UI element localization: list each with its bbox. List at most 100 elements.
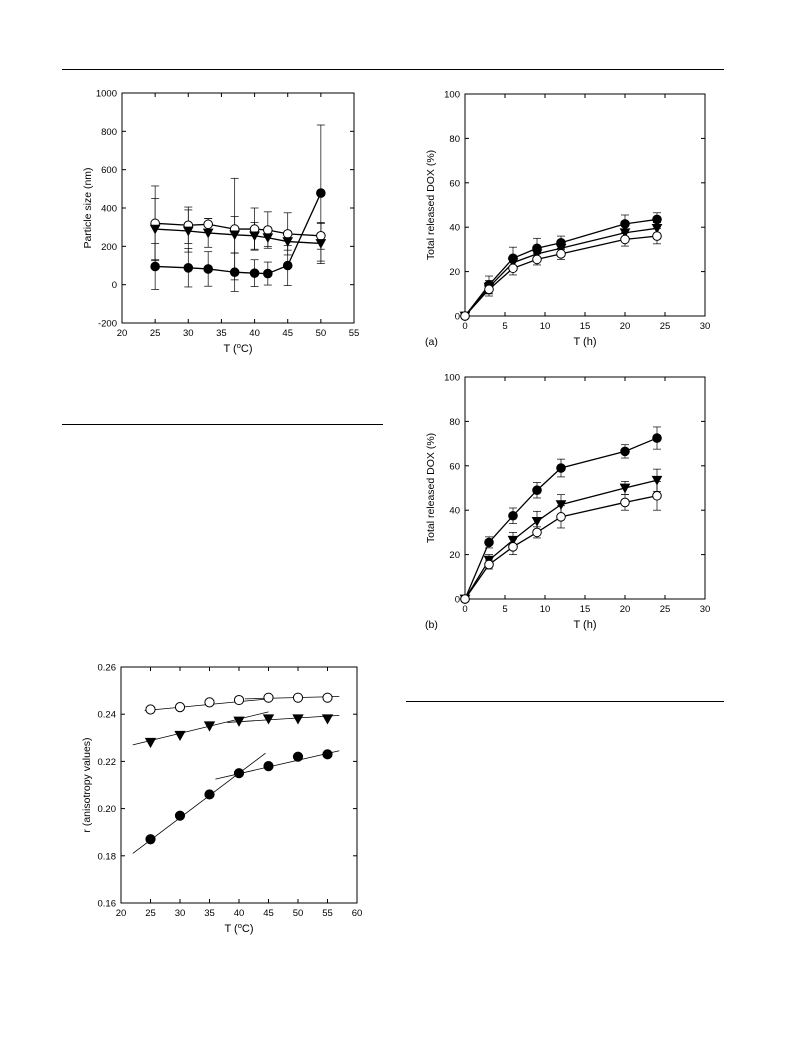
fit-line	[132, 752, 266, 854]
y-tick-label: 60	[449, 178, 460, 189]
data-point-open-circle	[174, 702, 186, 713]
release-chart-a: 0 5 10 15 20 25 30 0 20 40 60 80 100 T (h) Total relea…	[425, 90, 710, 349]
data-point-filled-circle	[508, 510, 518, 521]
y-tick-label: 20	[449, 550, 460, 561]
x-tick-label: 20	[117, 328, 128, 339]
data-point-filled-circle	[620, 219, 630, 229]
data-point-filled-circle	[316, 188, 326, 198]
left-column-rule	[62, 424, 383, 425]
y-tick-label: 0.22	[98, 757, 117, 768]
y-tick-label: 0.20	[98, 804, 117, 815]
x-tick-label: 40	[234, 908, 245, 919]
data-point-filled-triangle-down	[651, 223, 663, 234]
data-point-filled-triangle-down	[282, 237, 294, 247]
x-tick-label: 0	[462, 321, 467, 332]
data-point-filled-circle	[204, 789, 215, 800]
data-point-filled-triangle-down	[229, 230, 241, 241]
data-point-filled-triangle-down	[144, 737, 157, 749]
data-point-open-circle	[263, 692, 274, 703]
fit-line	[215, 750, 340, 780]
data-point-filled-triangle-down	[651, 475, 663, 486]
x-axis-label-tail: C)	[242, 923, 254, 935]
data-point-filled-triangle-down	[262, 233, 274, 244]
data-point-filled-circle	[620, 446, 630, 457]
fit-line	[227, 714, 340, 723]
data-point-filled-triangle-down	[531, 516, 543, 527]
data-point-filled-circle	[282, 260, 293, 271]
x-tick-label: 30	[175, 908, 186, 919]
right-column-rule	[406, 701, 724, 702]
x-tick-label: 25	[145, 908, 156, 919]
data-point-filled-circle	[532, 485, 542, 496]
x-axis-label: T (h)	[573, 619, 596, 631]
x-tick-label: 15	[580, 604, 591, 615]
data-point-filled-circle	[145, 834, 156, 845]
y-tick-label: 20	[449, 267, 460, 278]
series-line	[464, 218, 658, 317]
x-axis-label-tail: C)	[241, 343, 253, 355]
data-point-open-circle	[620, 497, 630, 508]
x-tick-label: 55	[322, 908, 333, 919]
x-tick-label: 5	[502, 321, 507, 332]
data-point-open-circle	[484, 284, 494, 295]
data-point-filled-triangle-down	[555, 500, 567, 510]
data-point-filled-triangle-down	[233, 716, 245, 727]
y-tick-label: 100	[444, 373, 460, 384]
data-point-filled-triangle-down	[531, 249, 543, 260]
x-axis-label-main: T (	[223, 343, 237, 355]
data-point-filled-triangle-down	[507, 258, 519, 269]
data-point-filled-triangle-down	[174, 730, 186, 742]
x-tick-label: 0	[462, 604, 467, 615]
y-tick-label: 80	[449, 134, 460, 145]
y-tick-label: 60	[449, 461, 460, 472]
data-point-open-circle	[316, 230, 326, 241]
data-point-open-circle	[322, 692, 333, 703]
data-point-filled-circle	[203, 264, 213, 274]
series-line	[155, 228, 321, 245]
x-axis-label-sup: o	[237, 341, 241, 350]
x-tick-label: 35	[204, 908, 215, 919]
data-point-open-circle	[204, 697, 215, 708]
data-point-open-circle	[203, 219, 213, 230]
data-point-filled-circle	[292, 751, 304, 762]
data-point-filled-circle	[652, 433, 662, 443]
x-tick-label: 20	[620, 604, 631, 615]
x-tick-label: 10	[540, 604, 551, 615]
fit-line	[132, 711, 269, 746]
data-point-filled-triangle-down	[203, 721, 216, 732]
data-point-filled-circle	[174, 810, 186, 821]
x-tick-label: 30	[183, 328, 194, 339]
data-point-filled-triangle-down	[249, 231, 260, 242]
data-point-filled-triangle-down	[619, 483, 631, 494]
y-tick-label: 40	[449, 223, 460, 234]
data-point-open-circle	[652, 490, 662, 501]
y-tick-label: 80	[449, 417, 460, 428]
x-axis-label: T (oC)	[224, 921, 253, 935]
data-point-filled-circle	[652, 214, 662, 225]
data-point-filled-circle	[150, 261, 160, 272]
y-tick-label: 100	[444, 90, 460, 101]
data-point-open-circle	[508, 263, 518, 274]
data-point-filled-triangle-down	[619, 228, 631, 239]
data-point-filled-circle	[263, 761, 274, 772]
x-tick-label: 55	[349, 328, 360, 339]
data-point-open-circle	[460, 594, 470, 604]
x-tick-label: 10	[540, 321, 551, 332]
x-tick-label: 25	[150, 328, 161, 339]
data-point-open-circle	[556, 512, 566, 522]
y-tick-label: 0	[112, 280, 117, 291]
x-tick-label: 20	[116, 908, 127, 919]
x-tick-label: 45	[263, 908, 274, 919]
data-point-filled-triangle-down	[202, 228, 214, 239]
data-point-open-circle	[292, 692, 304, 703]
data-point-open-circle	[620, 234, 630, 245]
release-chart-b: 0 5 10 15 20 25 30 0 20 40 60 80 100 T (h) Total relea…	[425, 373, 710, 632]
y-axis-label: r (anisotropy values)	[81, 737, 93, 832]
top-rule	[62, 69, 724, 70]
y-tick-label: 0.16	[98, 899, 117, 910]
x-tick-label: 45	[282, 328, 293, 339]
plot-frame	[464, 93, 706, 317]
data-point-filled-triangle-down	[321, 714, 334, 725]
y-tick-label: 600	[101, 165, 117, 176]
data-point-filled-triangle-down	[182, 226, 194, 237]
